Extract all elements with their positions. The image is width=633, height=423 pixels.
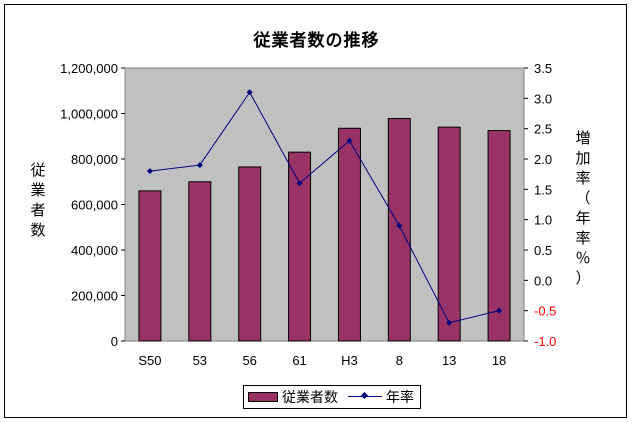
rate-marker-S50 [146,168,153,175]
legend-bar-swatch [248,392,278,402]
right-tick-label: -0.5 [534,304,556,319]
right-tick-label: 0.5 [534,243,552,258]
x-tick-label: H3 [341,353,358,368]
rate-markers [146,89,503,326]
left-tick-label: 1,000,000 [60,107,118,122]
left-tick-label: 600,000 [71,198,118,213]
left-axis-label: 従業者数 [30,161,46,239]
right-axis-label: 増加率（年率％） [575,129,591,287]
legend-label-employees: 従業者数 [282,390,338,406]
bar-56 [238,166,262,342]
rate-marker-56 [246,89,253,96]
left-tick-label: 800,000 [71,152,118,167]
right-tick-label: 2.0 [534,152,552,167]
x-tick-label: S50 [138,353,161,368]
right-tick-label: 0.0 [534,273,552,288]
left-tick-label: 1,200,000 [60,61,118,76]
right-tick-label: 3.5 [534,61,552,76]
rate-marker-53 [196,162,203,169]
rate-marker-8 [396,222,403,229]
legend-line-swatch [348,392,382,402]
legend-item-rate: 年率 [348,387,414,407]
left-tick-label: 400,000 [71,243,118,258]
x-axis-ticks: S50 53 56 61 H3 8 13 18 [138,353,506,368]
bar-8 [387,118,411,342]
left-tick-label: 0 [111,334,118,349]
bar-18 [487,130,511,342]
plot-area [124,67,525,342]
rate-marker-13 [446,319,453,326]
bar-53 [188,181,212,342]
x-tick-label: 13 [442,353,456,368]
bar-series [138,118,511,342]
right-tick-label: -1.0 [534,334,556,349]
right-tick-label: 3.0 [534,91,552,106]
legend: 従業者数 年率 [243,385,421,409]
right-tick-label: 2.5 [534,122,552,137]
right-tick-label: 1.0 [534,213,552,228]
x-tick-label: 56 [242,353,256,368]
bar-61 [288,151,312,342]
right-axis-ticks: -1.0 -0.5 0.0 0.5 1.0 1.5 2.0 2.5 3.0 3.5 [524,61,556,349]
bar-13 [437,126,461,342]
left-axis-ticks: 0 200,000 400,000 600,000 800,000 1,000,000 1,… [60,61,125,349]
rate-marker-61 [296,180,303,187]
bar-H3 [337,127,361,342]
legend-label-rate: 年率 [386,390,414,406]
right-tick-label: 1.5 [534,182,552,197]
rate-line [149,91,500,324]
x-tick-label: 18 [492,353,506,368]
left-tick-label: 200,000 [71,289,118,304]
rate-marker-H3 [346,137,353,144]
x-tick-label: 53 [193,353,207,368]
x-tick-label: 61 [292,353,306,368]
chart-title: 従業者数の推移 [253,31,380,51]
rate-marker-18 [496,307,503,314]
bar-S50 [138,190,162,342]
x-tick-label: 8 [396,353,403,368]
legend-item-employees: 従業者数 [248,387,338,407]
